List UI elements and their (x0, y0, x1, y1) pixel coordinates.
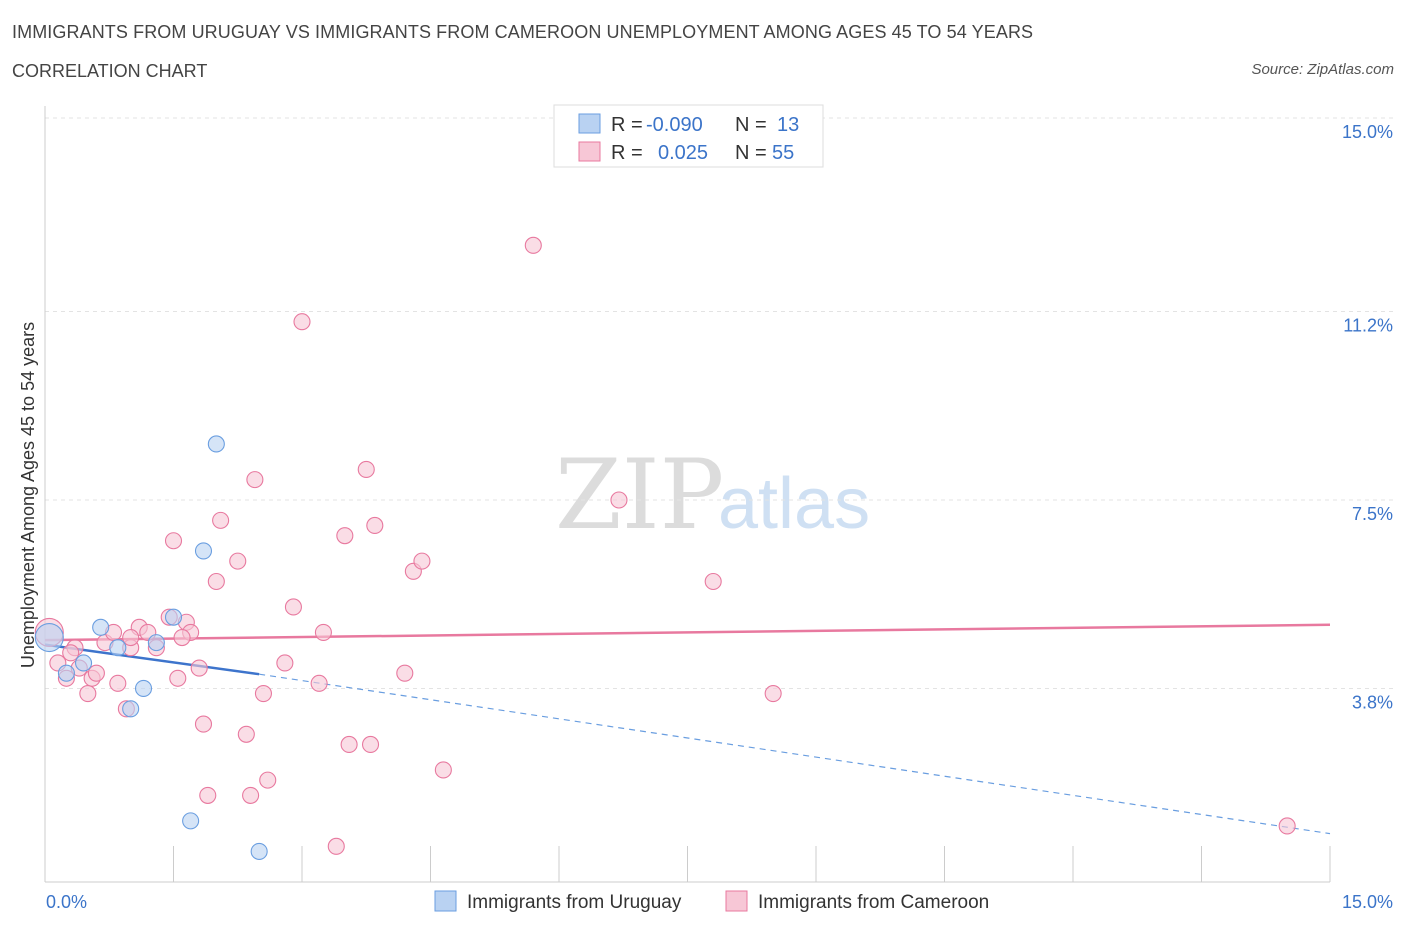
x-tick-label: 0.0% (46, 892, 87, 912)
watermark-atlas: atlas (718, 464, 870, 544)
data-point-cameroon (87, 664, 105, 682)
data-point-uruguay (134, 679, 153, 698)
data-point-cameroon (524, 236, 542, 254)
data-point-cameroon (434, 761, 452, 779)
data-point-uruguay (109, 639, 127, 657)
data-point-cameroon (284, 598, 302, 616)
data-point-cameroon (199, 786, 217, 804)
data-point-cameroon (357, 460, 375, 478)
data-point-uruguay (182, 812, 200, 830)
legend-n-value-uruguay: 13 (777, 114, 799, 136)
data-point-cameroon (212, 511, 230, 529)
tick-labels: 3.8% 7.5% 11.2% 15.0% 0.0% 15.0% (46, 122, 1393, 912)
data-point-cameroon (237, 725, 255, 743)
data-point-cameroon (62, 644, 80, 662)
data-point-cameroon (327, 837, 345, 855)
legend-swatch-uruguay (578, 113, 601, 134)
data-point-cameroon (109, 674, 127, 692)
data-point-cameroon (293, 313, 311, 331)
data-point-cameroon (366, 516, 384, 535)
data-point-cameroon (361, 735, 380, 754)
data-point-cameroon (190, 659, 208, 677)
data-point-uruguay (34, 622, 64, 653)
data-point-cameroon (396, 664, 414, 682)
axes (44, 106, 1331, 883)
watermark-zip: ZIP (555, 439, 724, 551)
data-point-uruguay (250, 842, 268, 860)
series-legend-swatch-uruguay (434, 890, 457, 912)
data-point-uruguay (147, 634, 165, 652)
x-tick-label: 15.0% (1342, 892, 1393, 912)
data-point-uruguay (57, 664, 75, 682)
legend-r-value-cameroon: 0.025 (658, 142, 708, 164)
series-legend-swatch-cameroon (725, 890, 748, 912)
series-legend-label-uruguay: Immigrants from Uruguay (467, 892, 682, 913)
data-points (34, 236, 1296, 860)
data-point-cameroon (229, 552, 247, 570)
data-point-uruguay (164, 608, 183, 626)
data-point-cameroon (413, 552, 431, 570)
data-point-cameroon (336, 527, 354, 545)
data-point-cameroon (610, 491, 628, 509)
series-legend: Immigrants from Uruguay Immigrants from … (434, 890, 989, 913)
y-tick-label: 7.5% (1352, 504, 1393, 524)
data-point-uruguay (75, 654, 93, 672)
legend-r-label-cameroon: R = (611, 142, 643, 164)
trend-line-cameroon (44, 623, 1331, 642)
data-point-uruguay (92, 618, 110, 636)
grid-lines (45, 117, 1395, 689)
data-point-cameroon (764, 684, 782, 703)
chart-title: IMMIGRANTS FROM URUGUAY VS IMMIGRANTS FR… (12, 22, 1034, 42)
data-point-uruguay (194, 542, 213, 560)
chart-subtitle: CORRELATION CHART (12, 61, 208, 81)
data-point-cameroon (207, 572, 225, 591)
legend-n-label-cameroon: N = (735, 142, 767, 164)
data-point-cameroon (340, 735, 358, 754)
legend-r-value-uruguay: -0.090 (646, 114, 703, 136)
data-point-cameroon (164, 532, 183, 550)
source-label: Source: ZipAtlas.com (1251, 61, 1394, 78)
y-axis-label: Unemployment Among Ages 45 to 54 years (18, 322, 38, 668)
data-point-cameroon (314, 623, 332, 641)
trend-lines (44, 623, 1331, 835)
data-point-cameroon (254, 684, 273, 703)
legend-r-label-uruguay: R = (611, 114, 643, 136)
data-point-cameroon (246, 471, 264, 489)
y-tick-label: 15.0% (1342, 122, 1393, 142)
data-point-cameroon (79, 684, 97, 703)
trend-line-uruguay-extrapolated (259, 673, 1331, 835)
y-tick-label: 11.2% (1343, 316, 1393, 336)
data-point-cameroon (704, 572, 722, 591)
legend-n-value-cameroon: 55 (772, 142, 794, 164)
y-tick-label: 3.8% (1352, 692, 1393, 712)
data-point-cameroon (259, 771, 277, 789)
data-point-cameroon (173, 628, 191, 647)
legend-swatch-cameroon (578, 141, 601, 162)
data-point-cameroon (169, 669, 187, 687)
correlation-legend: R = -0.090 N = 13 R = 0.025 N = 55 (553, 104, 824, 168)
legend-n-label-uruguay: N = (735, 114, 767, 136)
data-point-cameroon (310, 674, 328, 692)
series-legend-label-cameroon: Immigrants from Cameroon (758, 892, 989, 913)
data-point-uruguay (207, 435, 225, 453)
data-point-cameroon (194, 715, 213, 733)
data-point-cameroon (1278, 817, 1296, 835)
data-point-cameroon (242, 786, 260, 804)
data-point-cameroon (122, 628, 140, 647)
data-point-uruguay (122, 700, 140, 718)
data-point-cameroon (276, 654, 294, 672)
